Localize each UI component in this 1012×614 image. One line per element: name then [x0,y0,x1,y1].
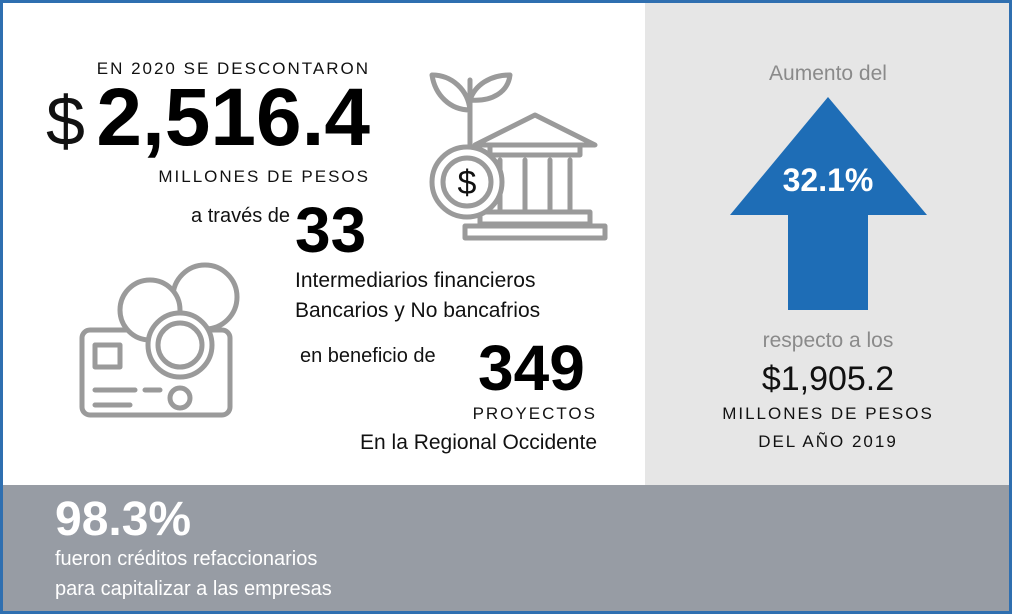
projects-prefix: en beneficio de [300,345,436,367]
intermediaries-prefix: a través de [191,205,290,227]
card-icon [79,262,240,418]
footer-percent: 98.3% [55,493,191,546]
increase-percent: 32.1% [783,162,874,198]
amount: 2,516.4 [96,72,370,163]
footer-band [0,485,1012,614]
previous-year: DEL AÑO 2019 [758,432,898,451]
intermediaries-line1: Intermediarios financieros [295,269,535,292]
previous-unit: MILLONES DE PESOS [722,404,934,423]
increase-label: Aumento del [769,62,887,85]
amount-unit: MILLONES DE PESOS [158,167,370,186]
compare: respecto a los [763,329,894,352]
projects-region: En la Regional Occidente [360,431,597,454]
bank-icon: $ [429,72,608,241]
intro: EN 2020 SE DESCONTARON [97,59,370,78]
previous: $1,905.2 [762,360,894,398]
intermediaries-line2: Bancarios y No bancafrios [295,299,540,322]
arrow [730,97,927,310]
footer-line2: para capitalizar a las empresas [55,578,332,600]
intermediaries-count: 33 [295,194,366,266]
projects-unit: PROYECTOS [473,404,597,423]
footer-line1: fueron créditos refaccionarios [55,548,317,570]
projects-count: 349 [478,332,585,404]
icon-glyph: $ [458,164,477,202]
currency: $ [46,82,85,160]
